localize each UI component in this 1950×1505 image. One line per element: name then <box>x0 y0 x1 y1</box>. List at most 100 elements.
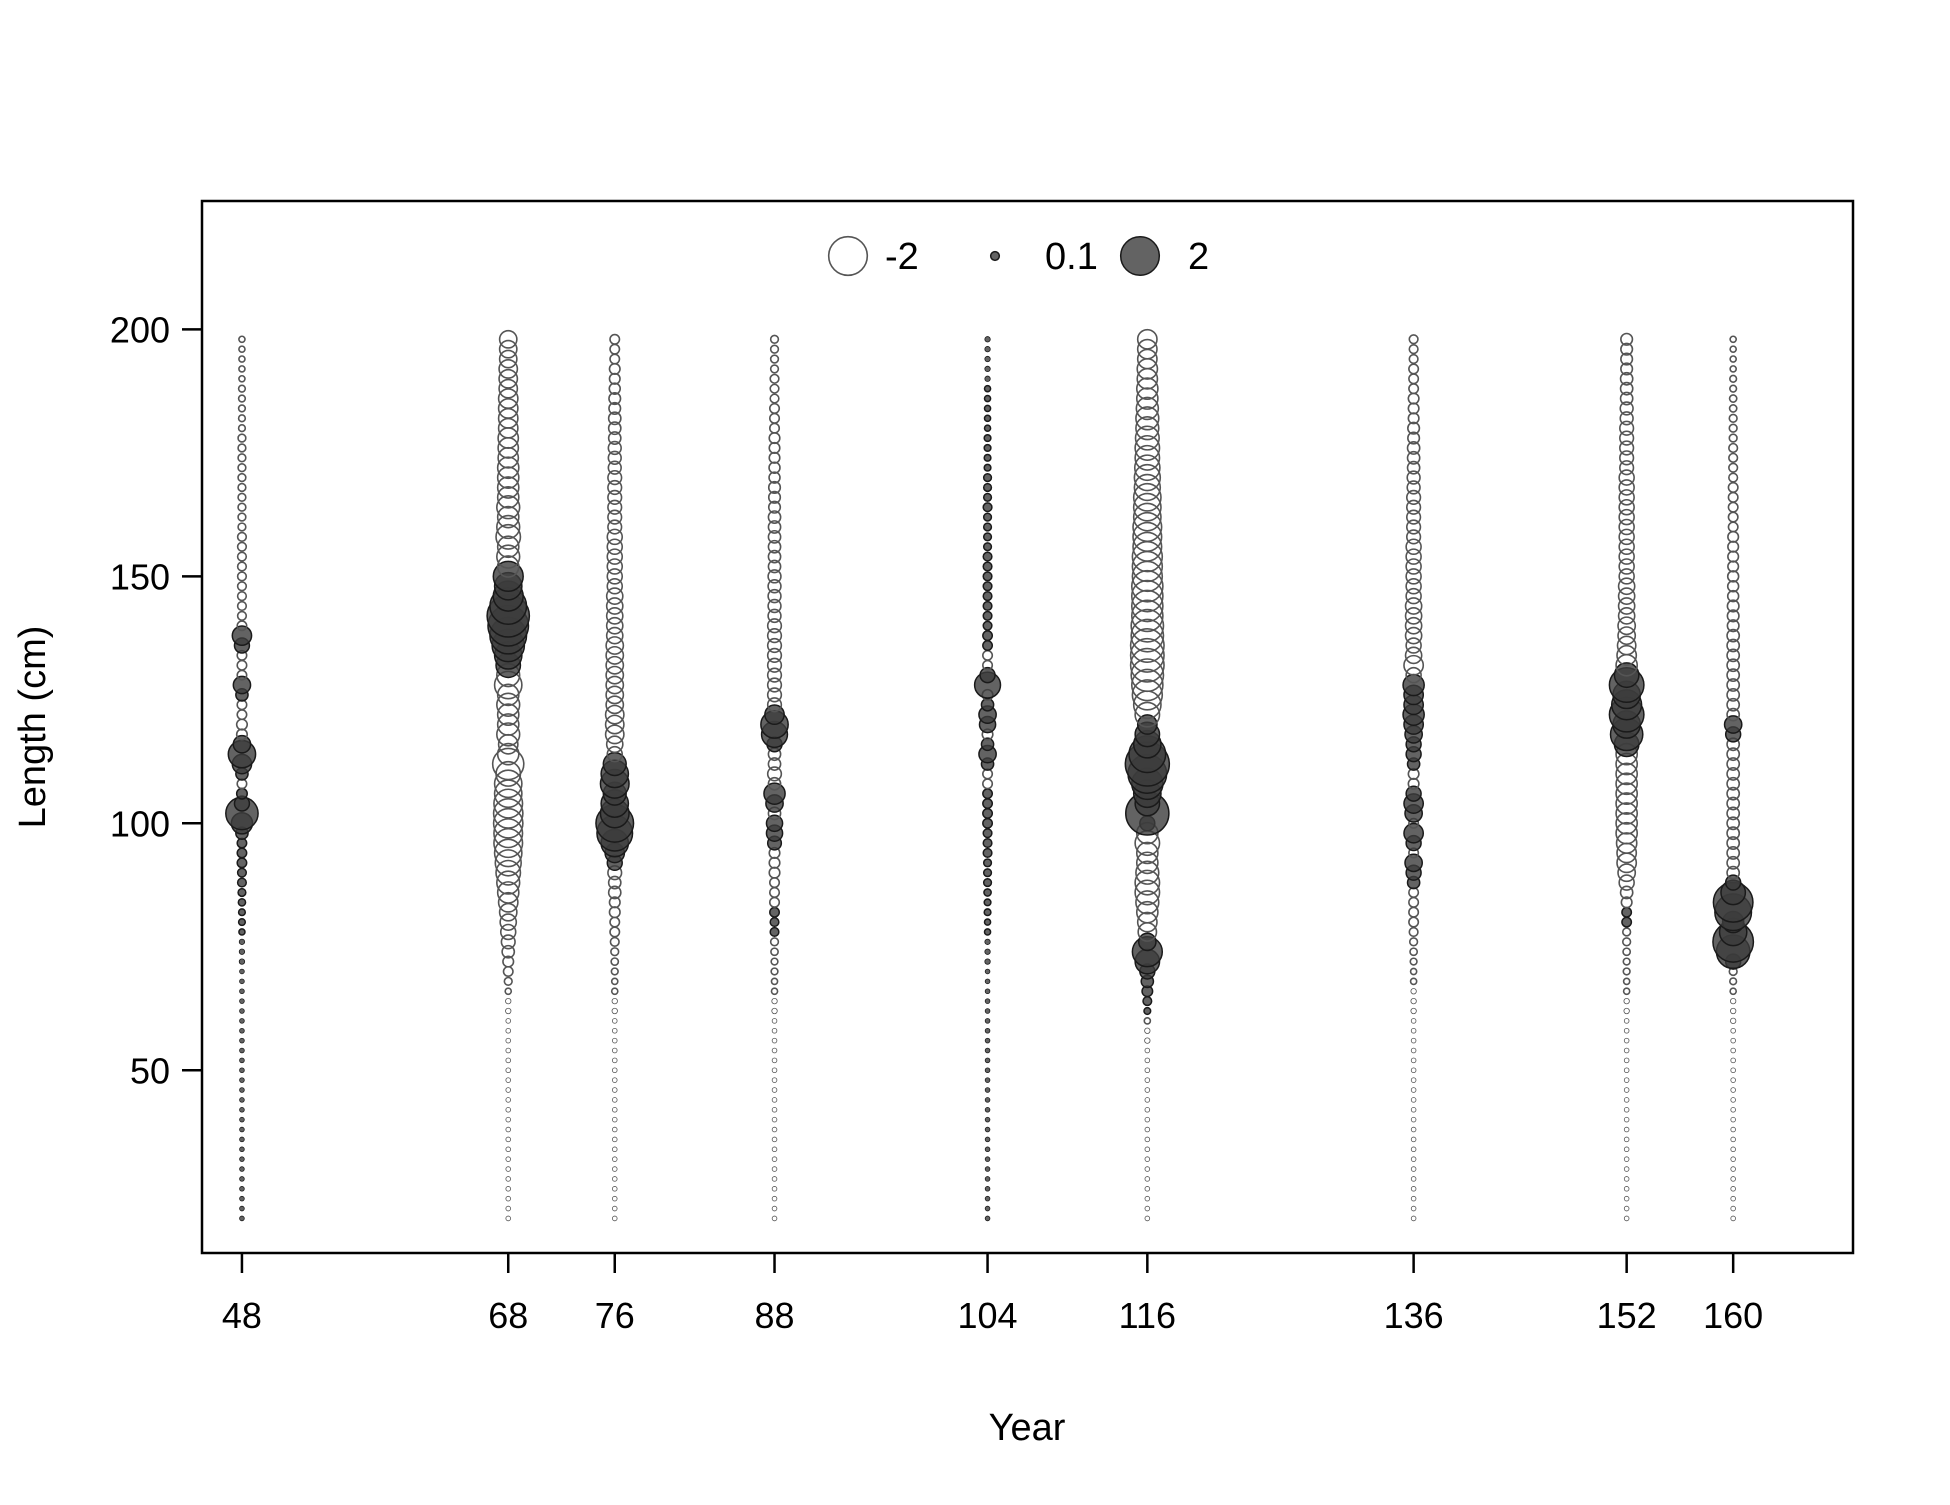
bubble-104-96 <box>982 838 993 849</box>
bubble-68-74 <box>501 944 516 959</box>
bubble-152-172 <box>1619 460 1635 476</box>
bubble-160-58 <box>1730 1027 1736 1034</box>
bubble-160-140 <box>1726 619 1740 633</box>
bubble-160-98 <box>1726 826 1741 841</box>
bubble-152-96 <box>1615 832 1638 854</box>
bubble-68-48 <box>505 1077 511 1083</box>
bubble-76-126 <box>605 685 625 705</box>
bubble-116-62 <box>1143 1006 1152 1016</box>
bubble-layer <box>225 328 1755 1222</box>
bubble-160-170 <box>1728 472 1739 483</box>
bubble-136-168 <box>1406 480 1421 495</box>
bubble-152-28 <box>1623 1176 1630 1182</box>
bubble-68-54 <box>505 1047 511 1054</box>
bubble-76-152 <box>606 558 624 575</box>
bubble-48-194 <box>238 355 246 363</box>
bubble-76-62 <box>611 1007 618 1015</box>
bubble-88-146 <box>767 588 782 604</box>
bubble-116-160 <box>1132 511 1163 543</box>
bubble-48-94 <box>236 847 248 859</box>
bubble-152-174 <box>1619 450 1635 466</box>
bubble-68-154 <box>496 544 521 569</box>
bubble-152-100 <box>1615 811 1639 835</box>
bubble-116-128 <box>1130 668 1164 702</box>
bubble-76-84 <box>608 896 621 909</box>
bubble-88-108 <box>767 776 782 791</box>
bubble-136-172 <box>1406 460 1421 475</box>
bubble-48-178 <box>237 433 247 443</box>
bubble-116-158 <box>1132 521 1163 552</box>
bubble-104-92 <box>982 858 993 868</box>
bubble-column-160 <box>1712 335 1755 1222</box>
legend-label-2: 2 <box>1188 236 1209 278</box>
bubble-88-72 <box>770 957 779 966</box>
bubble-104-106 <box>982 788 994 800</box>
bubble-column-136 <box>1402 334 1425 1222</box>
bubble-76-22 <box>611 1205 618 1212</box>
bubble-88-156 <box>767 539 782 554</box>
bubble-104-116 <box>980 737 995 752</box>
bubble-136-68 <box>1409 977 1418 986</box>
bubble-76-166 <box>607 489 623 505</box>
bubble-88-178 <box>768 431 781 445</box>
bubble-160-150 <box>1726 570 1740 583</box>
bubble-160-126 <box>1726 687 1741 702</box>
bubble-116-142 <box>1130 599 1164 633</box>
bubble-136-174 <box>1406 450 1421 465</box>
bubble-104-34 <box>984 1146 991 1153</box>
bubble-68-118 <box>496 722 521 747</box>
bubble-152-76 <box>1621 937 1632 947</box>
bubble-136-98 <box>1403 822 1425 844</box>
bubble-88-42 <box>771 1107 778 1113</box>
bubble-152-84 <box>1620 896 1633 909</box>
bubble-88-184 <box>768 402 781 414</box>
bubble-136-58 <box>1410 1027 1417 1034</box>
bubble-136-184 <box>1407 402 1420 415</box>
bubble-88-24 <box>771 1195 778 1202</box>
bubble-48-20 <box>239 1215 245 1222</box>
bubble-152-72 <box>1622 957 1631 966</box>
bubble-68-76 <box>500 934 516 950</box>
bubble-160-144 <box>1726 599 1740 613</box>
bubble-104-150 <box>982 571 993 582</box>
bubble-160-110 <box>1726 767 1741 781</box>
bubble-136-130 <box>1405 666 1422 684</box>
bubble-88-26 <box>771 1186 778 1192</box>
bubble-48-88 <box>236 877 248 888</box>
bubble-116-46 <box>1144 1087 1151 1093</box>
bubble-76-50 <box>611 1067 618 1074</box>
bubble-136-46 <box>1410 1087 1417 1093</box>
bubble-68-32 <box>505 1156 511 1162</box>
bubble-116-84 <box>1135 890 1160 915</box>
bubble-160-158 <box>1727 530 1740 543</box>
bubble-68-186 <box>497 388 519 410</box>
x-tick-label-48: 48 <box>222 1295 262 1336</box>
bubble-152-170 <box>1618 469 1635 486</box>
bubble-column-116 <box>1124 328 1171 1222</box>
bubble-116-58 <box>1144 1027 1151 1034</box>
bubble-76-56 <box>611 1037 618 1044</box>
legend-label-1: 0.1 <box>1045 236 1098 278</box>
bubble-136-162 <box>1405 509 1422 525</box>
bubble-116-52 <box>1144 1057 1151 1064</box>
bubble-116-42 <box>1144 1107 1151 1113</box>
bubble-68-52 <box>505 1057 511 1064</box>
bubble-104-70 <box>984 968 991 975</box>
bubble-88-166 <box>767 490 782 504</box>
bubble-68-86 <box>496 881 520 904</box>
bubble-160-30 <box>1730 1166 1736 1172</box>
bubble-68-44 <box>505 1097 511 1103</box>
x-tick-label-68: 68 <box>488 1295 528 1336</box>
bubble-116-136 <box>1129 627 1165 664</box>
bubble-68-60 <box>505 1018 511 1024</box>
bubble-76-68 <box>610 977 619 986</box>
bubble-152-56 <box>1623 1037 1630 1044</box>
bubble-152-106 <box>1615 782 1639 806</box>
bubble-116-38 <box>1144 1126 1151 1133</box>
bubble-136-56 <box>1410 1037 1417 1044</box>
bubble-136-132 <box>1403 654 1425 676</box>
bubble-48-44 <box>239 1097 245 1103</box>
bubble-88-84 <box>768 896 781 908</box>
bubble-104-178 <box>983 433 992 443</box>
bubble-160-106 <box>1726 786 1741 801</box>
